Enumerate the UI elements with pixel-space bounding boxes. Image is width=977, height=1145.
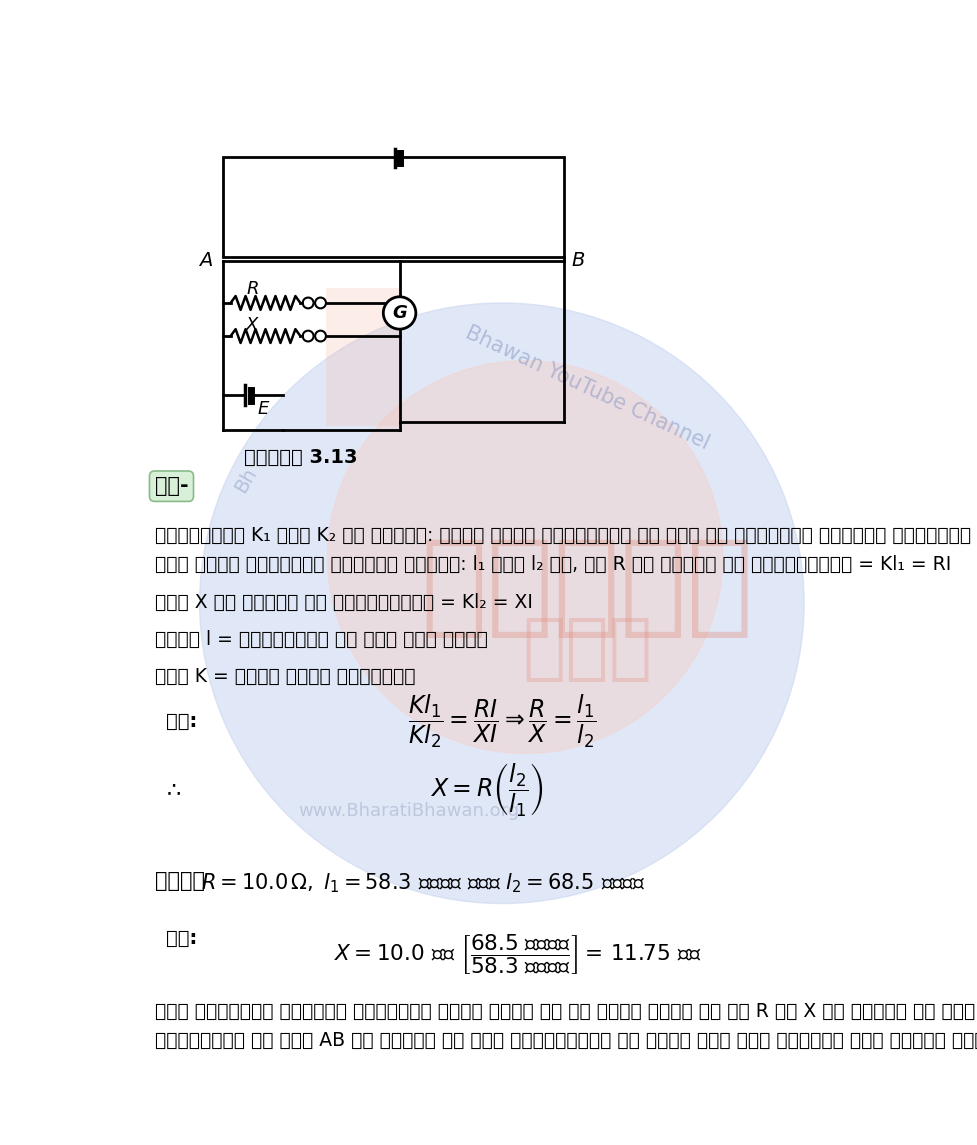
Text: R: R — [246, 281, 259, 298]
Text: मधम: मधम — [522, 615, 653, 684]
Circle shape — [327, 361, 723, 753]
Text: भारती: भारती — [420, 535, 753, 641]
Text: $X = 10.0$ ओम $\left[\dfrac{68.5 \text{ सेमी}}{58.3 \text{ सेमी}}\right] =\, 11.: $X = 10.0$ ओम $\left[\dfrac{68.5 \text{ … — [333, 933, 701, 978]
Text: $\dfrac{Kl_1}{Kl_2} = \dfrac{RI}{XI} \Rightarrow \dfrac{R}{X} = \dfrac{l_1}{l_2}: $\dfrac{Kl_1}{Kl_2} = \dfrac{RI}{XI} \Ri… — [407, 693, 596, 750]
Text: जहाँ l = विभवमापी के तार में धारा: जहाँ l = विभवमापी के तार में धारा — [154, 630, 488, 649]
Text: $R = 10.0\,\Omega,\; l_1 = 58.3$ सेमी तथा $l_2 = 68.5$ सेमी: $R = 10.0\,\Omega,\; l_1 = 58.3$ सेमी तथ… — [201, 871, 646, 894]
Text: तथा K = इसकी विभव प्रवणता: तथा K = इसकी विभव प्रवणता — [154, 668, 415, 686]
Text: A: A — [198, 251, 212, 270]
Text: अत:: अत: — [166, 929, 197, 948]
Text: यहाँ: यहाँ — [154, 871, 212, 891]
Text: Bh: Bh — [232, 464, 261, 496]
Text: यदि संगत सन्तुलन लम्बाई क्रमश: l₁ तथा l₂ हो, तो R के सिरों का विभवान्तर = Kl₁ = : यदि संगत सन्तुलन लम्बाई क्रमश: l₁ तथा l₂… — [154, 554, 951, 574]
Text: ∴: ∴ — [166, 781, 181, 800]
Text: अत:: अत: — [166, 711, 197, 731]
Text: विभवमापी के तार AB के सिरों के बीच विभवान्तर से अधिक है। एसी स्थिति में बाह्य पर: विभवमापी के तार AB के सिरों के बीच विभवा… — [154, 1032, 977, 1050]
Text: G: G — [392, 303, 407, 322]
Text: $X = R\left(\dfrac{l_2}{l_1}\right)$: $X = R\left(\dfrac{l_2}{l_1}\right)$ — [430, 761, 543, 820]
Circle shape — [199, 303, 804, 903]
Text: यदि सन्तुलन बिन्दु प्राप्त नहीं होता है तो इसका अर्थ है कि R या X के सिरों के बी: यदि सन्तुलन बिन्दु प्राप्त नहीं होता है … — [154, 1002, 977, 1021]
Circle shape — [383, 297, 416, 329]
Text: X: X — [246, 316, 259, 333]
Text: तथा X के सिरों का विभवान्तर = Kl₂ = XI: तथा X के सिरों का विभवान्तर = Kl₂ = XI — [154, 593, 532, 613]
Text: कुँजियों K₁ तथा K₂ को क्रमश: बन्द करके विभवमापी के तार पर सन्तुलन बिन्दु प्राप्त: कुँजियों K₁ तथा K₂ को क्रमश: बन्द करके व… — [154, 527, 977, 545]
Text: E: E — [258, 401, 269, 418]
Polygon shape — [326, 287, 400, 426]
Text: चित्र 3.13: चित्र 3.13 — [243, 448, 358, 466]
Text: www.BharatiBhawan.org: www.BharatiBhawan.org — [298, 803, 520, 820]
Text: Bhawan YouTube Channel: Bhawan YouTube Channel — [462, 322, 712, 453]
Text: B: B — [572, 251, 585, 270]
Text: हल-: हल- — [154, 476, 189, 496]
